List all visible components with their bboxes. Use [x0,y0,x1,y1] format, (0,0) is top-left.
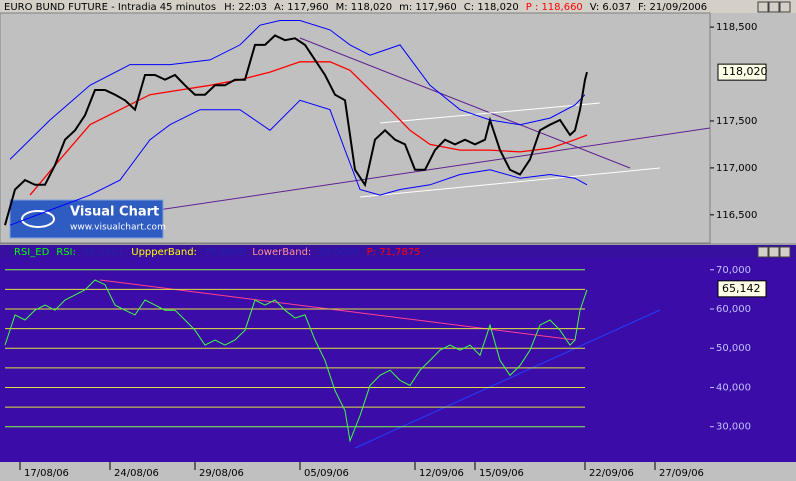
maximize-button[interactable] [768,246,780,258]
maximize-button[interactable] [768,1,780,13]
chart-title: EURO BUND FUTURE - Intradia 45 minutos [4,2,216,13]
header-field: 70,0000 [204,247,245,258]
header-field: RSI_ED [14,247,50,258]
series-line [4,279,588,443]
x-tick-label: 22/09/06 [589,468,634,479]
series-line [9,20,586,160]
watermark-box [9,199,164,239]
watermark-url: www.visualchart.com [70,223,166,233]
header-field: UppperBand: [131,247,197,258]
header-field: 30,0000 [318,247,359,258]
x-tick-label: 27/09/06 [659,468,704,479]
header-field: C: 118,020 [464,2,519,13]
header-field: RSI: [56,247,76,258]
x-tick-label: 05/09/06 [304,468,349,479]
header-bar [0,0,796,13]
watermark-title: Visual Chart [70,205,159,220]
rsi-trend-line [354,309,661,449]
rsi-trend-line [99,279,576,341]
y-tick-label: 118,500 [716,22,757,33]
y-tick-label: 117,500 [716,116,757,127]
series-line [4,34,588,226]
header-field: V: 6.037 [590,2,631,13]
header-field: F: 21/09/2006 [638,2,707,13]
y-tick-label: 117,000 [716,163,757,174]
header-field: A: 117,960 [274,2,329,13]
close-button[interactable] [779,246,791,258]
last-value-label: 65,142 [722,282,761,295]
series-line [29,61,588,196]
y-tick-label: 30,000 [716,422,751,433]
channel-line [359,167,661,198]
header-field: M: 118,020 [336,2,393,13]
window-buttons[interactable] [757,1,791,258]
header-field: P: 71,7875 [367,247,421,258]
x-tick-label: 12/09/06 [419,468,464,479]
x-tick-label: 29/08/06 [199,468,244,479]
close-button[interactable] [779,1,791,13]
header-field: P : 118,660 [526,2,583,13]
channel-line [379,102,601,124]
y-tick-label: 116,500 [716,210,757,221]
y-tick-label: 50,000 [716,343,751,354]
x-tick-label: 24/08/06 [114,468,159,479]
y-tick-label: 70,000 [716,265,751,276]
minimize-button[interactable] [757,1,769,13]
header-field: H: 22:03 [224,2,267,13]
watermark-logo [21,210,55,228]
last-value-box [717,63,767,81]
rsi-header-bar [0,245,796,258]
y-tick-label: 60,000 [716,304,751,315]
minimize-button[interactable] [757,246,769,258]
header-field: 65,1421 [83,247,124,258]
y-tick-label: 40,000 [716,382,751,393]
last-value-box [717,280,767,298]
series-line [9,99,588,226]
last-value-label: 118,020 [722,65,768,78]
x-tick-label: 17/08/06 [24,468,69,479]
header-field: LowerBand: [252,247,311,258]
x-tick-label: 15/09/06 [479,468,524,479]
trend-line [299,37,631,169]
header-field: m: 117,960 [399,2,457,13]
